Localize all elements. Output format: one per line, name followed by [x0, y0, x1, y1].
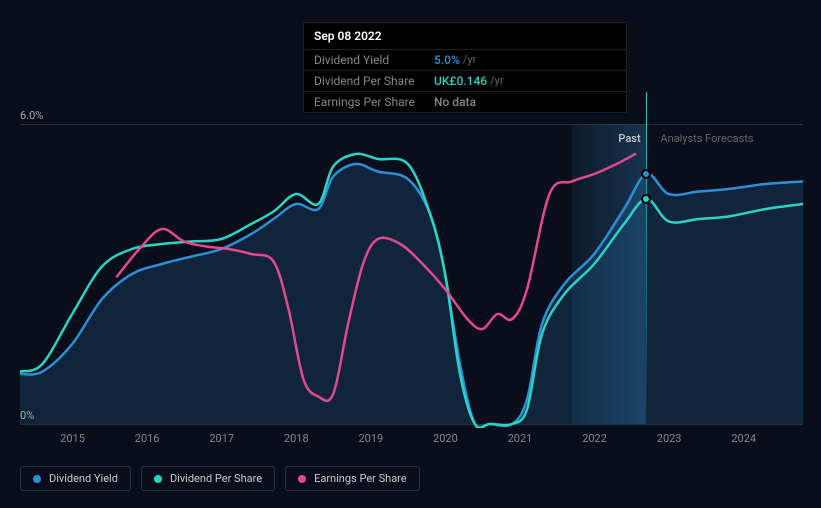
y-tick-max: 6.0% — [20, 109, 43, 122]
legend-dot-icon — [154, 475, 162, 483]
tooltip-label: Earnings Per Share — [314, 95, 434, 109]
legend-label: Earnings Per Share — [314, 472, 407, 485]
tooltip-unit: /yr — [490, 74, 503, 88]
tooltip-row: Earnings Per ShareNo data — [304, 91, 626, 112]
tooltip-value: No data — [434, 95, 476, 109]
legend-label: Dividend Yield — [49, 472, 118, 485]
legend: Dividend Yield Dividend Per Share Earnin… — [20, 466, 420, 491]
x-tick: 2023 — [657, 432, 682, 445]
x-tick: 2024 — [731, 432, 756, 445]
series-marker-dot — [641, 169, 651, 179]
x-tick: 2017 — [209, 432, 234, 445]
x-tick: 2022 — [582, 432, 607, 445]
y-tick-min: 0% — [20, 409, 34, 422]
legend-dot-icon — [33, 475, 41, 483]
tooltip-value: 5.0% — [434, 53, 460, 67]
legend-label: Dividend Per Share — [170, 472, 262, 485]
x-tick: 2021 — [508, 432, 533, 445]
tooltip-label: Dividend Yield — [314, 53, 434, 67]
x-tick: 2016 — [135, 432, 160, 445]
label-forecast: Analysts Forecasts — [660, 132, 753, 145]
label-past: Past — [618, 132, 640, 145]
tooltip-row: Dividend Per ShareUK£0.146/yr — [304, 70, 626, 91]
x-tick: 2018 — [284, 432, 309, 445]
x-tick: 2015 — [60, 432, 85, 445]
legend-dividend-yield[interactable]: Dividend Yield — [20, 466, 131, 491]
x-tick: 2019 — [358, 432, 383, 445]
x-tick: 2020 — [433, 432, 458, 445]
legend-dividend-per-share[interactable]: Dividend Per Share — [141, 466, 275, 491]
tooltip-value: UK£0.146 — [434, 74, 487, 88]
chart-area — [20, 108, 803, 428]
tooltip-unit: /yr — [463, 53, 476, 67]
chart-tooltip: Sep 08 2022 Dividend Yield5.0%/yrDividen… — [303, 22, 627, 113]
series-marker-dot — [641, 194, 651, 204]
tooltip-label: Dividend Per Share — [314, 74, 434, 88]
legend-earnings-per-share[interactable]: Earnings Per Share — [285, 466, 420, 491]
legend-dot-icon — [298, 475, 306, 483]
tooltip-date: Sep 08 2022 — [304, 23, 626, 49]
tooltip-row: Dividend Yield5.0%/yr — [304, 49, 626, 70]
